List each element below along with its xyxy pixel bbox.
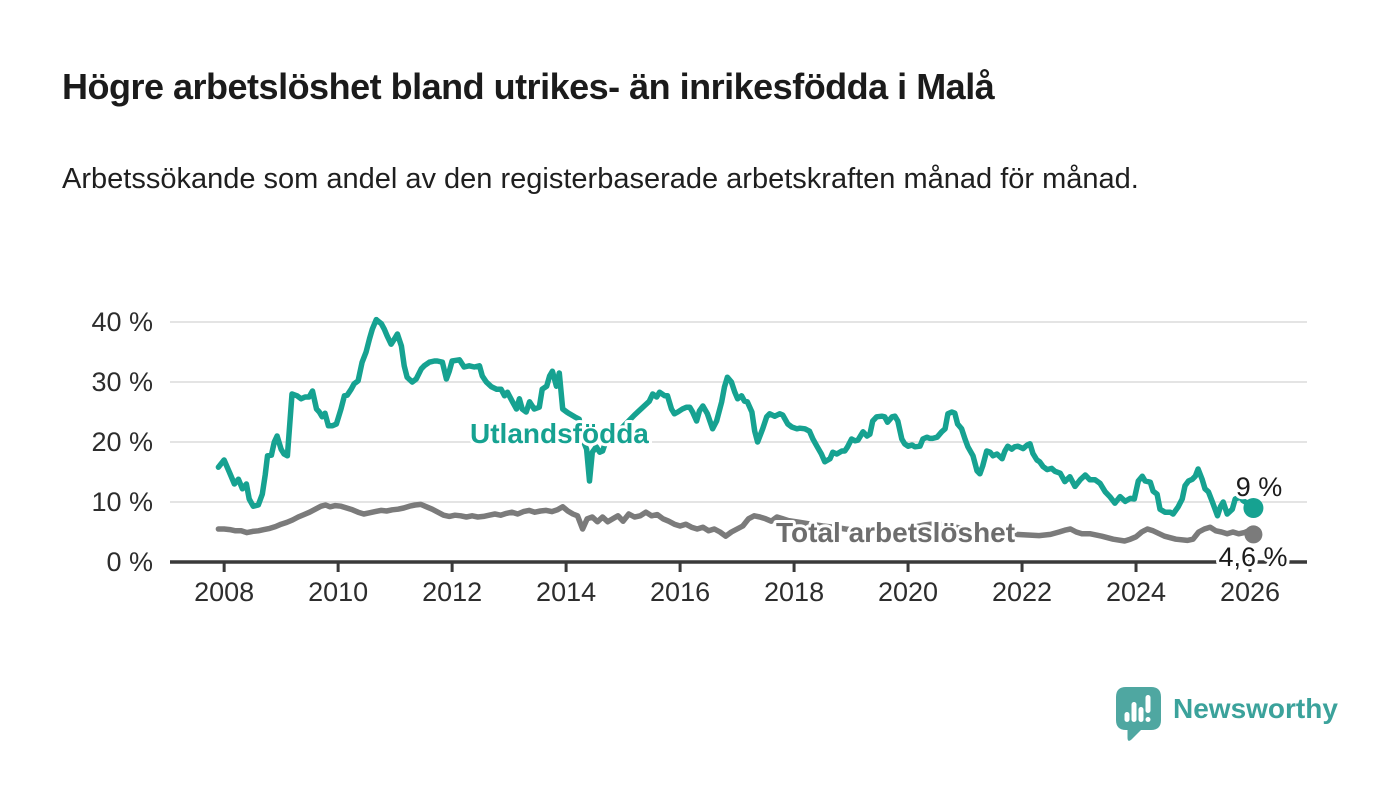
x-axis-tick-label: 2012 bbox=[422, 577, 482, 607]
x-axis-tick-label: 2024 bbox=[1106, 577, 1166, 607]
x-axis-tick-label: 2022 bbox=[992, 577, 1052, 607]
series-end-label-utlandsf-dda: 9 % bbox=[1236, 472, 1283, 502]
newsworthy-logo-icon bbox=[1116, 687, 1161, 741]
x-axis-tick-label: 2010 bbox=[308, 577, 368, 607]
x-axis-tick-label: 2020 bbox=[878, 577, 938, 607]
chart-subtitle: Arbetssökande som andel av den registerb… bbox=[62, 163, 1139, 195]
x-axis-tick-label: 2026 bbox=[1220, 577, 1280, 607]
x-axis-tick-label: 2014 bbox=[536, 577, 596, 607]
series-label-total-arbetsl-shet: Total arbetslöshet bbox=[776, 517, 1015, 548]
chart-title: Högre arbetslöshet bland utrikes- än inr… bbox=[62, 66, 995, 107]
newsworthy-logo-text: Newsworthy bbox=[1173, 693, 1338, 724]
series-end-dot-utlandsf-dda bbox=[1243, 498, 1264, 518]
y-axis-tick-label: 40 % bbox=[91, 307, 153, 337]
exclamation-bar bbox=[1145, 695, 1151, 713]
y-axis-tick-label: 0 % bbox=[106, 547, 153, 577]
x-axis-tick-label: 2016 bbox=[650, 577, 710, 607]
series-line-total-arbetsl-shet bbox=[215, 501, 1257, 544]
y-axis-tick-label: 30 % bbox=[91, 367, 153, 397]
series-label-utlandsf-dda: Utlandsfödda bbox=[470, 418, 649, 449]
x-axis-tick-label: 2018 bbox=[764, 577, 824, 607]
y-axis-tick-label: 10 % bbox=[91, 487, 153, 517]
series-end-label-total-arbetsl-shet: 4,6 % bbox=[1218, 542, 1287, 572]
series-end-dot-total-arbetsl-shet bbox=[1244, 525, 1263, 544]
y-axis-tick-label: 20 % bbox=[91, 427, 153, 457]
x-axis-tick-label: 2008 bbox=[194, 577, 254, 607]
newsworthy-logo: Newsworthy bbox=[1115, 686, 1338, 744]
bar-chart-glyph bbox=[1124, 695, 1151, 722]
series-line-utlandsf-dda bbox=[215, 316, 1257, 519]
exclamation-dot bbox=[1145, 717, 1151, 722]
